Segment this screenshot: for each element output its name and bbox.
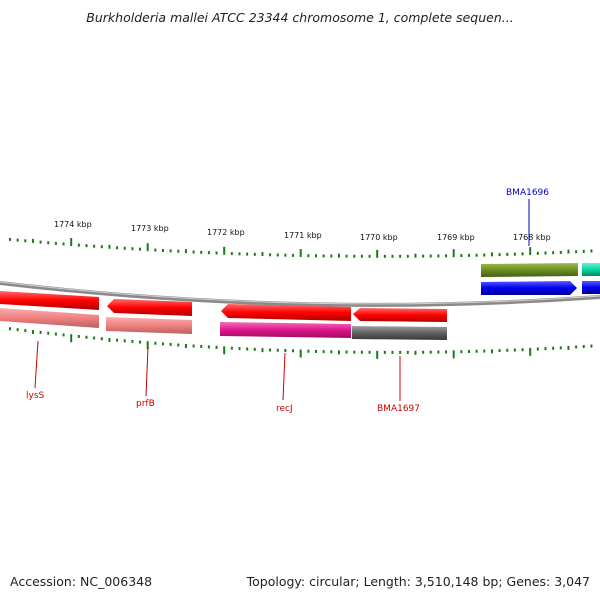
- inner-ticks: [9, 327, 593, 359]
- backbone-arc: [0, 281, 600, 307]
- gene-prfb-product[interactable]: [106, 317, 192, 334]
- prfb-leader-line: [145, 346, 149, 397]
- gene-bma1697-product[interactable]: [352, 326, 447, 340]
- gene-bma1697[interactable]: [353, 308, 447, 322]
- kbp-label: 1770 kbp: [360, 233, 398, 242]
- gene-label-bma1697[interactable]: BMA1697: [377, 404, 420, 414]
- gene-label-lyss[interactable]: lysS: [26, 391, 45, 401]
- kbp-label: 1768 kbp: [513, 233, 551, 242]
- gene-forward-teal[interactable]: [582, 263, 600, 276]
- recj-leader-line: [282, 352, 286, 401]
- gene-prfb[interactable]: [107, 299, 192, 316]
- gene-label-recj[interactable]: recJ: [276, 404, 293, 414]
- lyss-leader-line: [34, 340, 39, 389]
- gene-forward-blue-1[interactable]: [481, 281, 577, 295]
- gene-forward-blue-2[interactable]: [582, 281, 600, 294]
- gene-lyss-product[interactable]: [0, 308, 99, 328]
- gene-recj[interactable]: [221, 304, 351, 321]
- kbp-label: 1774 kbp: [54, 220, 92, 229]
- gene-bma1696[interactable]: [481, 263, 578, 277]
- kbp-label: 1772 kbp: [207, 228, 245, 237]
- gene-label-prfb[interactable]: prfB: [136, 399, 155, 409]
- sequence-summary: Topology: circular; Length: 3,510,148 bp…: [246, 574, 590, 589]
- accession-text: Accession: NC_006348: [10, 574, 153, 589]
- gene-recj-product[interactable]: [220, 322, 351, 338]
- kbp-label: 1773 kbp: [131, 224, 169, 233]
- map-title: Burkholderia mallei ATCC 23344 chromosom…: [86, 10, 514, 25]
- scale-ticks: [9, 237, 593, 258]
- kbp-label: 1769 kbp: [437, 233, 475, 242]
- kbp-label: 1771 kbp: [284, 231, 322, 240]
- gene-label-bma1696[interactable]: BMA1696: [506, 188, 549, 198]
- gene-lyss[interactable]: [0, 291, 99, 310]
- backbone-arc-highlight: [0, 281, 600, 305]
